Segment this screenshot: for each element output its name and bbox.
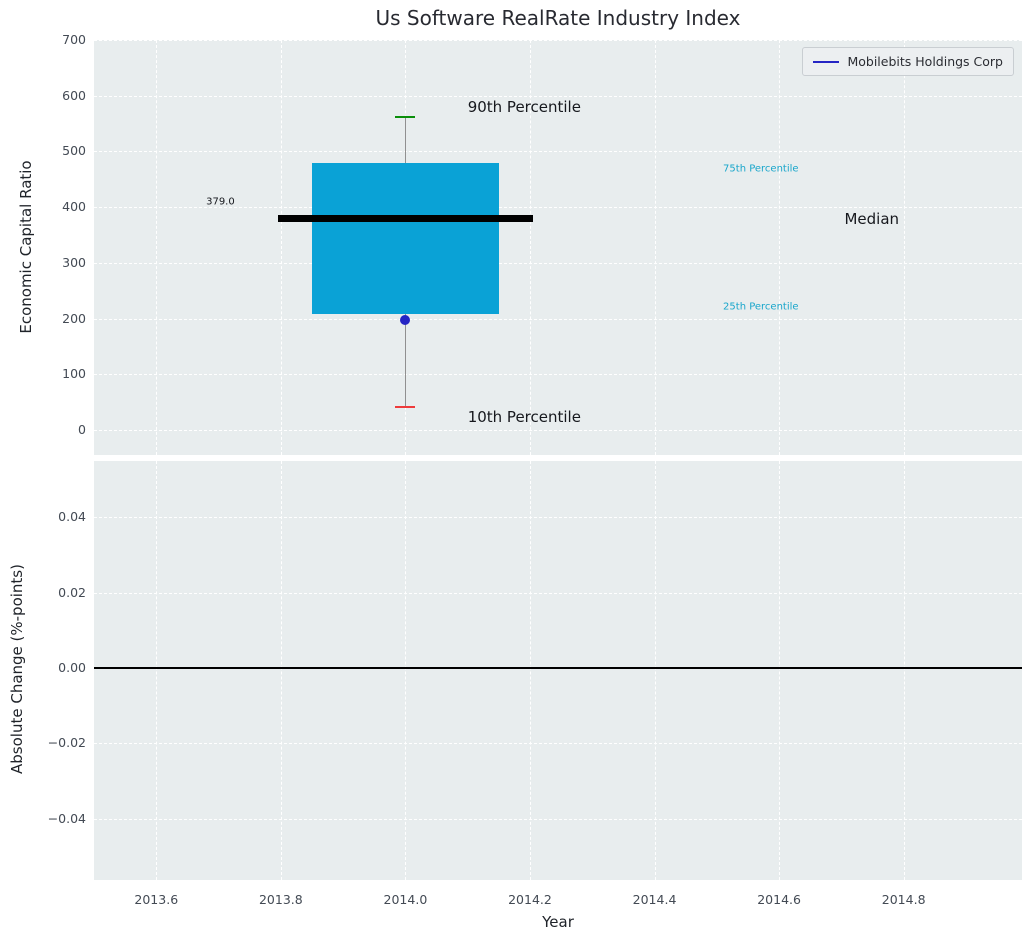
- annotation-379-0: 379.0: [206, 196, 235, 208]
- gridline-horizontal: [94, 262, 1022, 264]
- gridline-vertical: [529, 40, 531, 455]
- annotation-25th-percentile: 25th Percentile: [723, 301, 799, 313]
- x-tick-label: 2013.6: [134, 892, 179, 907]
- x-tick-label: 2014.6: [757, 892, 801, 907]
- x-tick-label: 2014.2: [508, 892, 552, 907]
- annotation-median: Median: [844, 209, 900, 228]
- annotation-90th-percentile: 90th Percentile: [467, 97, 581, 116]
- top-panel-plot-area: [94, 40, 1022, 455]
- gridline-vertical: [654, 461, 656, 880]
- y-tick-label: 0: [78, 421, 86, 437]
- y-tick-label: 300: [62, 254, 86, 270]
- gridline-vertical: [156, 461, 158, 880]
- y-tick-label: 700: [62, 32, 86, 47]
- gridline-vertical: [405, 461, 407, 880]
- gridline-vertical: [654, 40, 656, 455]
- x-tick-label: 2014.4: [632, 892, 677, 907]
- box-interquartile: [311, 162, 499, 314]
- x-tick-label: 2014.0: [383, 892, 428, 907]
- gridline-horizontal: [94, 517, 1022, 519]
- y-tick-label: −0.02: [47, 735, 86, 751]
- gridline-horizontal: [94, 429, 1022, 431]
- bottom-panel-plot-area: [94, 461, 1022, 880]
- y-tick-label: 100: [62, 366, 86, 382]
- gridline-horizontal: [94, 95, 1022, 97]
- gridline-vertical: [529, 461, 531, 880]
- gridline-horizontal: [94, 374, 1022, 376]
- p90-cap: [395, 115, 416, 119]
- x-tick-label: 2014.8: [881, 892, 926, 907]
- gridline-horizontal: [94, 318, 1022, 320]
- y-tick-label: −0.04: [47, 810, 86, 826]
- legend: Mobilebits Holdings Corp: [802, 47, 1014, 76]
- gridline-horizontal: [94, 151, 1022, 153]
- y-axis-label-bottom: Absolute Change (%-points): [8, 564, 26, 774]
- gridline-horizontal: [94, 818, 1022, 820]
- y-tick-label: 0.04: [58, 509, 86, 525]
- x-axis-label: Year: [542, 913, 574, 931]
- gridline-vertical: [779, 40, 781, 455]
- gridline-horizontal: [94, 207, 1022, 209]
- legend-label: Mobilebits Holdings Corp: [847, 54, 1003, 69]
- zero-line: [94, 667, 1022, 669]
- y-tick-label: 0.00: [58, 660, 86, 676]
- gridline-vertical: [779, 461, 781, 880]
- x-tick-label: 2013.8: [258, 892, 303, 907]
- company-point: [400, 314, 411, 325]
- y-tick-label: 400: [62, 199, 86, 215]
- y-axis-label-top: Economic Capital Ratio: [17, 160, 35, 334]
- y-tick-label: 500: [62, 143, 86, 159]
- gridline-vertical: [903, 40, 905, 455]
- gridline-vertical: [280, 461, 282, 880]
- annotation-75th-percentile: 75th Percentile: [723, 163, 799, 175]
- median-line: [277, 215, 534, 223]
- gridline-horizontal: [94, 743, 1022, 745]
- y-tick-label: 200: [62, 310, 86, 326]
- gridline-horizontal: [94, 40, 1022, 41]
- y-tick-label: 600: [62, 87, 86, 103]
- legend-line-sample: [813, 60, 840, 63]
- annotation-10th-percentile: 10th Percentile: [467, 407, 581, 426]
- gridline-horizontal: [94, 592, 1022, 594]
- y-tick-label: 0.02: [58, 584, 86, 600]
- p10-cap: [395, 405, 416, 409]
- gridline-vertical: [156, 40, 158, 455]
- gridline-vertical: [903, 461, 905, 880]
- chart-title: Us Software RealRate Industry Index: [375, 6, 741, 30]
- gridline-vertical: [280, 40, 282, 455]
